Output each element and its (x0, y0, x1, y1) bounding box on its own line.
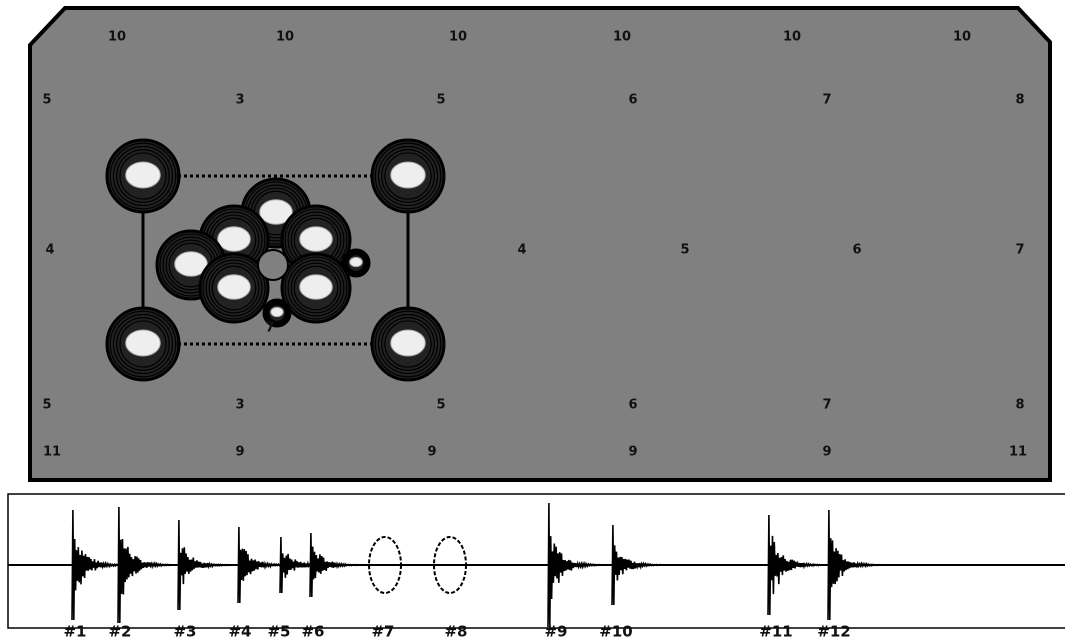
signal-panel (8, 494, 1065, 628)
event-label: #6 (301, 623, 324, 641)
event-label: #3 (173, 623, 196, 641)
panel-number: 5 (42, 398, 51, 413)
corner-sensor-core (126, 162, 161, 188)
panel-number: 4 (45, 243, 54, 258)
panel-number: 6 (852, 243, 861, 258)
cluster-sensor-core (300, 275, 333, 299)
event-label: #8 (444, 623, 467, 641)
cluster-sensor-core (300, 227, 333, 251)
panel-number: 8 (1015, 398, 1024, 413)
panel-number: 6 (628, 398, 637, 413)
panel-number: 9 (822, 445, 831, 460)
panel-number: 10 (108, 30, 126, 45)
panel-number: 3 (235, 398, 244, 413)
event-label: #4 (228, 623, 251, 641)
panel-number: 10 (953, 30, 971, 45)
panel-number: 10 (613, 30, 631, 45)
event-label: #12 (817, 623, 850, 641)
panel-number: 11 (1009, 445, 1027, 460)
event-label: #9 (544, 623, 567, 641)
panel-number: 5 (42, 93, 51, 108)
corner-sensor-core (391, 330, 426, 356)
panel-number: 10 (276, 30, 294, 45)
event-label: #2 (108, 623, 131, 641)
corner-sensor-core (391, 162, 426, 188)
panel-number: 6 (628, 93, 637, 108)
event-label: #7 (371, 623, 394, 641)
panel-number: 5 (436, 398, 445, 413)
panel-number: 4 (517, 243, 526, 258)
panel-number: 7 (822, 93, 831, 108)
panel-number: 5 (436, 93, 445, 108)
panel-number: 9 (427, 445, 436, 460)
panel-number: 10 (783, 30, 801, 45)
panel-number: 7 (822, 398, 831, 413)
cluster-sensor-core (218, 275, 251, 299)
event-label: #1 (63, 623, 86, 641)
event-label: #5 (267, 623, 290, 641)
panel-number: 10 (449, 30, 467, 45)
panel-number: 7 (265, 321, 274, 336)
center-sensor (258, 250, 288, 280)
cluster-sensor-core (218, 227, 251, 251)
panel-number: 3 (235, 93, 244, 108)
panel-number: 11 (43, 445, 61, 460)
panel-number: 9 (628, 445, 637, 460)
small-sensor-core (350, 257, 362, 266)
corner-sensor-core (126, 330, 161, 356)
panel-number: 7 (1015, 243, 1024, 258)
event-label: #11 (759, 623, 792, 641)
small-sensor-core (271, 307, 283, 316)
panel-number: 9 (235, 445, 244, 460)
panel-number: 5 (680, 243, 689, 258)
diagram: 10 10 10 10 10 10 5 3 5 6 7 8 4 4 5 6 7 5 3 5 6 7 8 11 9 9 9 9 11 7 #1… (0, 0, 1065, 641)
panel-number: 8 (1015, 93, 1024, 108)
event-label: #10 (599, 623, 632, 641)
